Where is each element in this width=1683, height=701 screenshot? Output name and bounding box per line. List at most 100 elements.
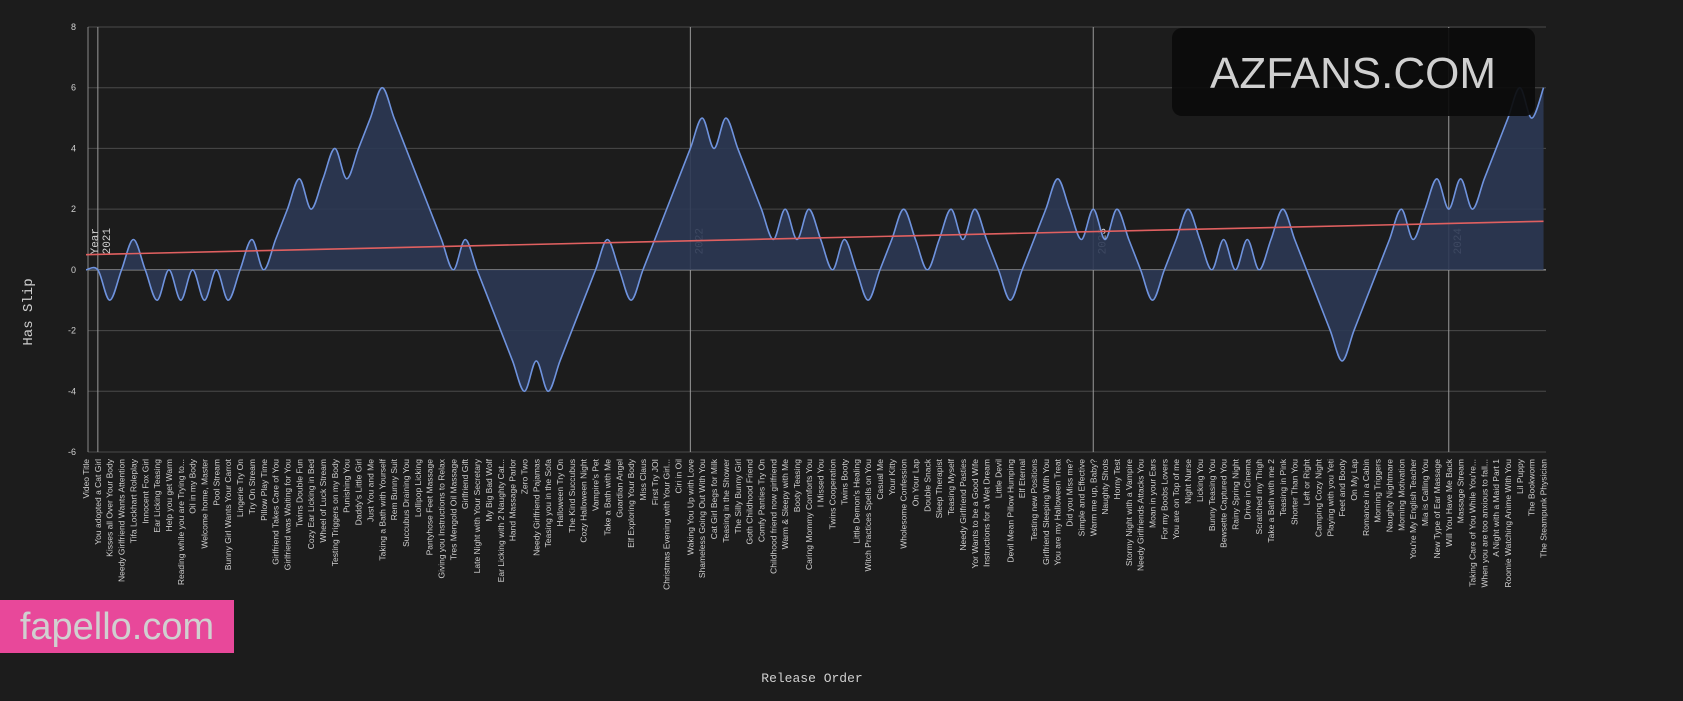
x-tick-label: Booty Teasing: [792, 459, 802, 513]
x-tick-label: Needy Girlfriend Pajamas: [531, 459, 541, 556]
x-tick-label: Pantyhose Feet Massage: [425, 459, 435, 556]
watermark: fapello.com: [20, 606, 214, 648]
x-tick-label: Tifa Lockhart Roleplay: [128, 458, 138, 543]
x-tick-label: Wheel of Luck Stream: [318, 459, 328, 543]
x-tick-label: Girlfriend was Waiting for You: [282, 459, 292, 570]
x-tick-label: Elf Eternal: [1017, 459, 1027, 498]
x-tick-label: Morning Triggers: [1373, 459, 1383, 523]
x-tick-label: Try On Stream: [247, 459, 257, 514]
y-tick-label: 0: [71, 265, 76, 275]
x-tick-label: Kisses all Over Your Body: [105, 458, 115, 557]
x-tick-label: Comfy Panties Try On: [756, 459, 766, 542]
x-tick-label: Miss Claus: [638, 459, 648, 501]
y-tick-label: 2: [71, 204, 76, 214]
x-tick-label: Punishing You: [342, 459, 352, 513]
x-tick-label: Waking You Up with Love: [685, 459, 695, 555]
x-tick-label: Your Kitty: [887, 458, 897, 495]
x-tick-label: Devil Mean Pillow Humping: [1005, 459, 1015, 563]
x-tick-label: Needy Girlfriends Attacks You: [1136, 459, 1146, 571]
x-tick-label: Morning Motivation: [1396, 459, 1406, 531]
x-tick-label: Teasing Myself: [946, 458, 956, 515]
x-tick-label: Tres Mengold Oil Massage: [448, 459, 458, 561]
x-tick-label: Rem Bunny Suit: [389, 458, 399, 520]
x-tick-label: Playing with you Yeti: [1325, 459, 1335, 537]
x-tick-label: Did you Miss me?: [1065, 459, 1075, 527]
x-tick-label: Daddy's Little Girl: [354, 459, 364, 525]
x-tick-label: Girlfriend Gift: [460, 458, 470, 509]
x-tick-label: Witch Practices Spells on You: [863, 459, 873, 572]
x-tick-label: Instructions for a Wet Dream: [982, 459, 992, 567]
x-tick-label: Double Snack: [922, 458, 932, 512]
x-tick-label: Cat Girl Begs for Milk: [709, 458, 719, 539]
x-tick-label: Stormy Night with a Vampire: [1124, 459, 1134, 566]
x-tick-label: Camping Cozy Night: [1313, 458, 1323, 537]
x-tick-label: Vampire's Pet: [591, 458, 601, 511]
x-tick-label: Innocent Fox Girl: [140, 459, 150, 524]
x-tick-label: Feet and Booty: [1337, 458, 1347, 516]
line: [85, 86, 1545, 393]
x-tick-label: Drive in Cinema: [1242, 459, 1252, 520]
x-tick-label: I Missed You: [816, 459, 826, 507]
x-tick-label: Shorter Than You: [1290, 459, 1300, 525]
x-tick-label: You adopted a Cat Girl: [93, 459, 103, 545]
x-tick-label: Oil in my Body: [188, 458, 198, 514]
x-tick-label: Taking a Bath with Yourself: [377, 458, 387, 560]
watermark-box: [1172, 28, 1535, 116]
area: [86, 87, 1544, 392]
x-tick-label: Take a Bath with me 2: [1266, 459, 1276, 543]
x-tick-label: Shameless Going Out With You: [697, 459, 707, 578]
x-tick-label: Testing Triggers on my Body: [330, 458, 340, 566]
x-tick-label: Giving you Instructions to Relax: [437, 458, 447, 578]
x-tick-label: Bunny Teasing You: [1207, 459, 1217, 531]
x-tick-label: Reading while you are Trying to...: [176, 459, 186, 585]
watermark-box: [0, 600, 234, 653]
x-tick-label: Ear Licking Teasing: [152, 459, 162, 533]
y-tick-label: -6: [68, 447, 76, 457]
x-tick-label: Little Devil: [993, 459, 1003, 498]
x-tick-label: Yor Wants to be a Good Wife: [970, 459, 980, 569]
x-tick-label: Left or Right: [1302, 458, 1312, 505]
x-tick-label: Zero Two: [519, 459, 529, 495]
x-tick-label: Needy Girlfriend Wants Attention: [117, 459, 127, 582]
x-tick-label: Pool Stream: [211, 459, 221, 506]
x-tick-label: Lingerie Try On: [235, 459, 245, 517]
x-tick-label: Twins Double Fun: [294, 459, 304, 527]
x-tick-label: Will You Have Me Back: [1444, 458, 1454, 547]
x-tick-label: Twins Booty: [839, 458, 849, 505]
x-tick-label: Night Nurse: [1183, 459, 1193, 504]
x-tick-label: Licking You: [1195, 459, 1205, 502]
x-tick-label: The Kind Succubus: [567, 459, 577, 533]
x-tick-label: Bewsette Captured You: [1219, 459, 1229, 548]
y-tick-label: 8: [71, 22, 76, 32]
x-tick-label: On Your Lap: [911, 459, 921, 507]
x-tick-label: Ciri in Oil: [674, 459, 684, 494]
x-tick-label: Teasing you in the Sofa: [543, 459, 553, 548]
x-tick-label: Pillow Play Time: [259, 459, 269, 521]
x-tick-label: Welcome home, Master: [200, 459, 210, 549]
y-axis-label: Has Slip: [21, 278, 37, 345]
x-tick-label: My Big Bad Wolf: [484, 458, 494, 521]
x-tick-label: Cozy Ear Licking in Bed: [306, 459, 316, 550]
x-tick-label: Cozy Halloween Night: [579, 458, 589, 542]
x-tick-label: You're My English Teacher: [1408, 459, 1418, 559]
x-tick-label: Roomie Watching Anime With You: [1503, 459, 1513, 588]
x-tick-label: Christmas Evening with Your Girl...: [662, 459, 672, 590]
y-tick-label: 6: [71, 83, 76, 93]
watermark: AZFANS.COM: [1210, 49, 1496, 98]
x-tick-label: Sleep Therapist: [934, 458, 944, 518]
x-tick-label: Rainy Spring Night: [1230, 458, 1240, 530]
x-tick-label: Naughty Shots: [1100, 459, 1110, 515]
x-tick-label: Late Night with Your Secretary: [472, 458, 482, 573]
x-tick-label: Halloween Try On: [555, 459, 565, 527]
year-title: Year: [90, 228, 102, 254]
x-tick-label: Wholesome Confession: [899, 459, 909, 549]
x-tick-label: Taking Care of You While You're...: [1467, 459, 1477, 587]
x-tick-label: Caring Mommy Comforts You: [804, 459, 814, 570]
x-tick-label: Hand Massage Parlor: [508, 459, 518, 541]
x-tick-label: The Silly Bunny Girl: [733, 459, 743, 534]
x-tick-label: Testing new Positions: [1029, 459, 1039, 541]
x-tick-label: Simple and Effective: [1076, 459, 1086, 537]
x-tick-label: Elf Exploring Your Body: [626, 458, 636, 548]
